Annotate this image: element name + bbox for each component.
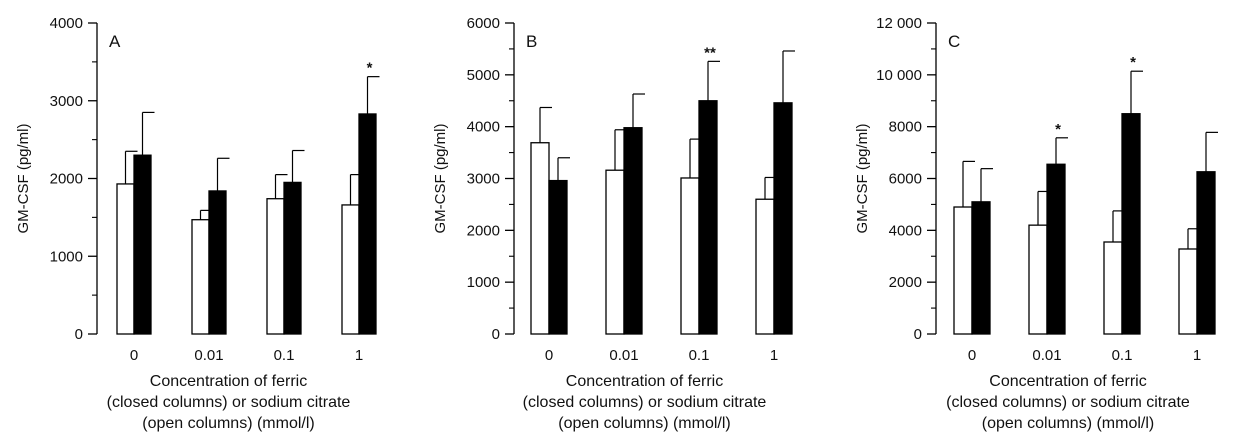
x-axis-label: (open columns) (mmol/l) [142,415,314,432]
x-tick-label: 1 [355,347,363,364]
bar [971,201,991,335]
y-tick-label: 1000 [50,248,83,265]
y-tick-label: 6000 [467,15,500,32]
bar [1121,113,1141,335]
y-axis-label: GM-CSF (pg/ml) [854,124,871,234]
x-axis-label: Concentration of ferric [566,373,723,390]
bar [208,190,227,335]
x-tick-label: 0.1 [274,347,295,364]
y-tick-label: 4000 [467,119,500,136]
y-tick-label: 2000 [50,171,83,188]
x-tick-label: 0 [545,347,553,364]
y-axis-label: GM-CSF (pg/ml) [432,124,449,234]
bar [548,179,568,335]
y-tick-label: 4000 [889,222,922,239]
y-tick-label: 0 [492,326,500,343]
significance-marker: * [1130,54,1136,71]
bar [953,206,973,335]
panel-letter: C [948,32,960,51]
bar [116,183,135,335]
y-tick-label: 2000 [889,274,922,291]
bar [680,177,700,335]
bar [191,219,210,335]
x-axis-label: Concentration of ferric [989,373,1146,390]
y-tick-label: 5000 [467,67,500,84]
x-tick-label: 0.01 [1032,347,1061,364]
y-tick-label: 12 000 [876,15,922,32]
panel-letter: B [526,32,537,51]
bar [1178,248,1198,335]
bar [623,127,643,335]
bar [133,154,152,335]
bar [698,100,718,335]
bar [1103,241,1123,335]
y-tick-label: 3000 [50,93,83,110]
y-tick-label: 1000 [467,274,500,291]
bar [358,113,377,335]
significance-marker: * [367,60,373,77]
y-tick-label: 3000 [467,171,500,188]
y-tick-label: 0 [914,326,922,343]
x-tick-label: 0.01 [194,347,223,364]
bar [1046,163,1066,335]
x-axis-label: (closed columns) or sodium citrate [523,394,767,411]
y-axis-label: GM-CSF (pg/ml) [15,124,32,234]
x-tick-label: 1 [770,347,778,364]
panel-letter: A [109,32,121,51]
bar [530,142,550,335]
x-axis-label: (open columns) (mmol/l) [982,415,1154,432]
x-tick-label: 0 [130,347,138,364]
y-tick-label: 0 [75,326,83,343]
x-tick-label: 1 [1193,347,1201,364]
significance-marker: * [1055,121,1061,138]
x-axis-label: (closed columns) or sodium citrate [107,394,351,411]
x-tick-label: 0.1 [689,347,710,364]
x-axis-label: (closed columns) or sodium citrate [946,394,1190,411]
bar [1028,224,1048,335]
bar [1196,171,1216,335]
bar [341,204,360,335]
bar [773,102,793,335]
y-tick-label: 2000 [467,222,500,239]
y-tick-label: 6000 [889,171,922,188]
y-tick-label: 8000 [889,119,922,136]
y-tick-label: 10 000 [876,67,922,84]
x-axis-label: (open columns) (mmol/l) [558,415,730,432]
bar [755,198,775,335]
bar [283,181,302,335]
y-tick-label: 4000 [50,15,83,32]
x-tick-label: 0.1 [1112,347,1133,364]
bar [605,169,625,335]
significance-marker: ** [704,44,716,61]
x-axis-label: Concentration of ferric [150,373,307,390]
bar [266,198,285,335]
x-tick-label: 0.01 [609,347,638,364]
x-tick-label: 0 [968,347,976,364]
